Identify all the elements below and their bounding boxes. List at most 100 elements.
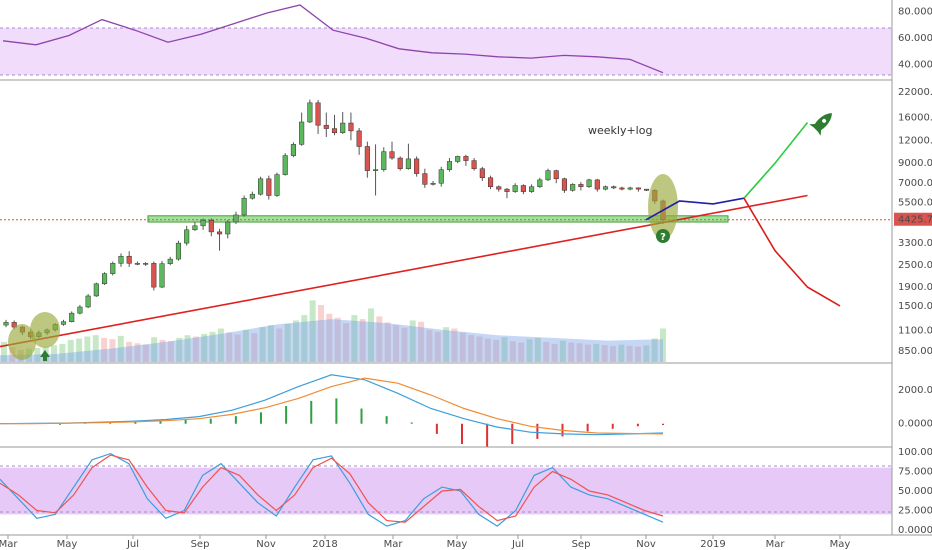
candle bbox=[553, 169, 559, 184]
candle bbox=[373, 144, 379, 196]
x-tick-label: Nov bbox=[636, 539, 656, 550]
candle-body bbox=[619, 187, 625, 190]
volume-bar bbox=[176, 337, 183, 362]
candle bbox=[307, 99, 313, 124]
price-tick-label: 9000.00 bbox=[898, 158, 932, 169]
candle-body bbox=[216, 231, 223, 235]
stochastic-d-line bbox=[0, 454, 664, 523]
candle-body bbox=[208, 219, 214, 233]
stochastic-tick-label: 25.0000 bbox=[898, 506, 932, 517]
volume-bar bbox=[167, 341, 174, 362]
projection-blue bbox=[645, 197, 745, 221]
volume-bar bbox=[334, 317, 341, 362]
volume-bar bbox=[451, 328, 458, 362]
candle-body bbox=[578, 184, 584, 187]
volume-bar bbox=[217, 328, 224, 362]
price-tick-label: 1900.00 bbox=[898, 282, 932, 293]
volume-bar bbox=[317, 305, 324, 362]
candle-body bbox=[110, 263, 116, 274]
candle bbox=[594, 178, 600, 192]
volume-bar bbox=[443, 327, 450, 362]
candle bbox=[208, 218, 214, 237]
candle-body bbox=[529, 186, 535, 192]
macd-histogram-bar bbox=[209, 418, 212, 424]
candle-body bbox=[414, 158, 420, 174]
candle bbox=[381, 147, 387, 172]
volume-bar bbox=[384, 322, 391, 362]
candle-body bbox=[159, 263, 165, 288]
volume-bar bbox=[534, 337, 541, 362]
highlight-ellipse-start-2 bbox=[30, 312, 60, 348]
candle bbox=[118, 253, 124, 267]
candle-body bbox=[356, 130, 362, 147]
macd-histogram-bar bbox=[159, 420, 162, 424]
volume-bar bbox=[476, 336, 483, 362]
projection-green bbox=[743, 122, 809, 199]
price-pane: weekly+log ? bbox=[0, 99, 892, 364]
candle bbox=[266, 175, 272, 200]
candle bbox=[438, 166, 444, 187]
volume-bar bbox=[568, 342, 575, 362]
candle-body bbox=[512, 185, 518, 192]
x-tick-label: May bbox=[57, 539, 78, 550]
stochastic-k-line bbox=[0, 452, 664, 527]
candle bbox=[611, 185, 617, 190]
question-icon: ? bbox=[656, 229, 670, 243]
bottom-axis-labels: Mar May Jul Sep Nov 2018 Mar May Jul Sep Nov 2019 Ma… bbox=[0, 535, 850, 550]
candle-body bbox=[331, 128, 338, 133]
rsi-band bbox=[0, 28, 892, 75]
candle bbox=[561, 177, 568, 193]
candle bbox=[487, 175, 494, 190]
volume-bar bbox=[351, 315, 358, 362]
support-zone bbox=[147, 215, 729, 223]
stochastic-tick-label: 0.0000 bbox=[898, 525, 932, 536]
candle-body bbox=[455, 156, 461, 162]
macd-histogram-bar bbox=[611, 423, 614, 429]
macd-histogram-bar bbox=[234, 416, 237, 424]
volume-bar bbox=[84, 336, 91, 362]
candle-body bbox=[118, 255, 124, 264]
candle bbox=[405, 143, 411, 170]
macd-histogram-bar bbox=[536, 423, 539, 439]
volume-bar bbox=[59, 343, 66, 362]
candle bbox=[143, 262, 149, 266]
volume-bar bbox=[409, 320, 416, 362]
volume-bar bbox=[276, 328, 283, 362]
volume-bar bbox=[67, 339, 74, 362]
candle bbox=[60, 319, 67, 326]
candle bbox=[184, 225, 190, 246]
volume-bar bbox=[660, 328, 666, 362]
candle-body bbox=[184, 229, 190, 244]
macd-histogram-bar bbox=[636, 423, 639, 427]
volume-bar bbox=[109, 339, 116, 362]
candle-body bbox=[307, 102, 313, 123]
volume-bar bbox=[226, 332, 233, 362]
volume-bar bbox=[609, 345, 616, 362]
candle-body bbox=[463, 156, 469, 161]
candle-body bbox=[258, 178, 264, 195]
last-price-label: 4425.74 bbox=[898, 215, 932, 226]
candle-body bbox=[192, 225, 198, 231]
macd-histogram-bar bbox=[385, 416, 388, 424]
volume-bar bbox=[484, 338, 491, 362]
volume-bar bbox=[401, 327, 408, 362]
price-tick-label: 1500.00 bbox=[898, 301, 932, 312]
volume-bar bbox=[501, 337, 508, 362]
candle bbox=[635, 187, 641, 192]
candle-body bbox=[594, 179, 600, 190]
volume-bar bbox=[267, 325, 274, 362]
candle bbox=[479, 166, 485, 181]
candle bbox=[233, 211, 239, 224]
candle-body bbox=[323, 124, 329, 129]
x-tick-label: Jul bbox=[511, 539, 524, 550]
last-price-badge bbox=[894, 212, 932, 226]
candle bbox=[414, 156, 420, 177]
candle-body bbox=[340, 122, 346, 133]
candle bbox=[446, 158, 453, 172]
candle-body bbox=[77, 306, 83, 314]
right-axis-labels: 80.0000 60.0000 40.0000 22000.00 16000.00 120… bbox=[894, 7, 932, 536]
x-tick-label: Nov bbox=[256, 539, 276, 550]
candle bbox=[455, 155, 461, 164]
candle bbox=[102, 272, 108, 286]
